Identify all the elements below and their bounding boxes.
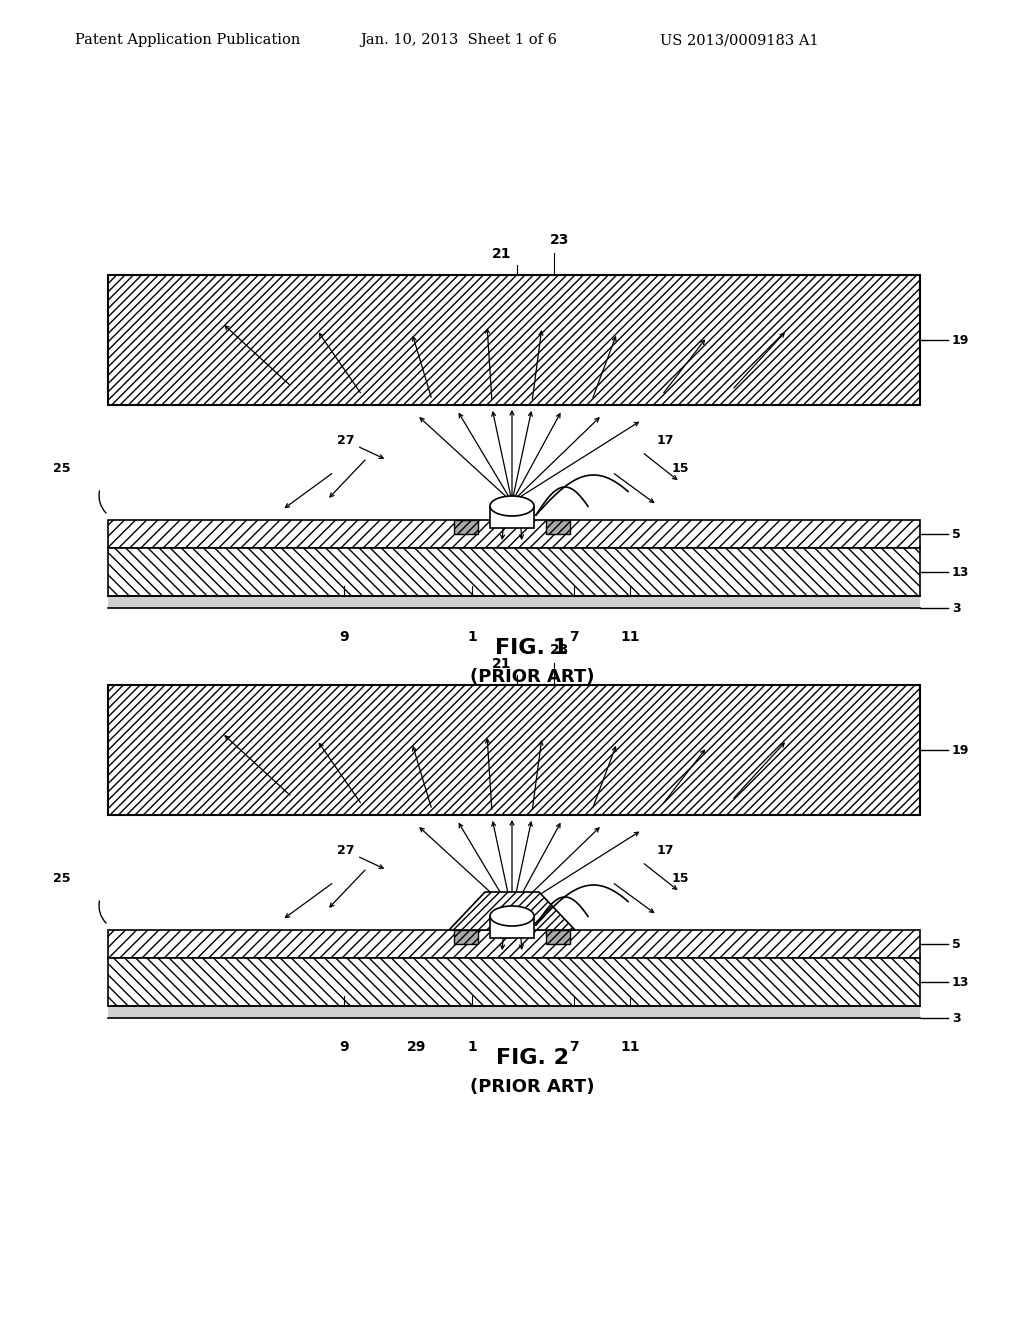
Text: 25: 25 (52, 871, 70, 884)
Text: 11: 11 (621, 1040, 640, 1053)
Bar (490, 506, 534, 528)
Text: 3: 3 (952, 602, 961, 615)
Bar (108, 520, 920, 548)
Bar (490, 916, 534, 939)
Text: (PRIOR ART): (PRIOR ART) (470, 1078, 594, 1096)
Bar (454, 931, 478, 944)
Ellipse shape (490, 496, 534, 516)
Text: 1: 1 (467, 1040, 477, 1053)
Bar (108, 931, 920, 958)
Text: 9: 9 (339, 630, 349, 644)
Text: Jan. 10, 2013  Sheet 1 of 6: Jan. 10, 2013 Sheet 1 of 6 (360, 33, 557, 48)
Text: 13: 13 (952, 565, 970, 578)
Text: 5: 5 (952, 528, 961, 540)
Polygon shape (449, 892, 575, 931)
Text: 13: 13 (952, 975, 970, 989)
Text: FIG. 1: FIG. 1 (496, 638, 568, 657)
Text: US 2013/0009183 A1: US 2013/0009183 A1 (660, 33, 818, 48)
Bar (546, 931, 570, 944)
Text: 15: 15 (672, 871, 689, 884)
Text: 23: 23 (550, 234, 569, 247)
Text: 7: 7 (569, 630, 579, 644)
Text: 17: 17 (657, 843, 675, 857)
Text: 17: 17 (657, 433, 675, 446)
Text: 23: 23 (550, 643, 569, 657)
Bar (108, 1006, 920, 1018)
Text: 25: 25 (52, 462, 70, 475)
Text: 19: 19 (952, 334, 970, 346)
Text: 21: 21 (493, 657, 512, 671)
Text: FIG. 2: FIG. 2 (496, 1048, 568, 1068)
Text: 27: 27 (337, 843, 354, 857)
Bar (454, 520, 478, 535)
Text: Patent Application Publication: Patent Application Publication (75, 33, 300, 48)
Bar (108, 958, 920, 1006)
Text: 21: 21 (493, 247, 512, 261)
Text: 5: 5 (952, 937, 961, 950)
Text: (PRIOR ART): (PRIOR ART) (470, 668, 594, 686)
Text: 27: 27 (337, 433, 354, 446)
Text: 29: 29 (408, 1040, 427, 1053)
Text: 19: 19 (952, 743, 970, 756)
Bar (108, 685, 920, 814)
Text: 1: 1 (467, 630, 477, 644)
Text: 7: 7 (569, 1040, 579, 1053)
Text: 15: 15 (672, 462, 689, 474)
Text: 11: 11 (621, 630, 640, 644)
Bar (546, 520, 570, 535)
Ellipse shape (490, 906, 534, 927)
Text: 9: 9 (339, 1040, 349, 1053)
Bar (108, 548, 920, 597)
Bar (108, 275, 920, 405)
Text: 3: 3 (952, 1011, 961, 1024)
Bar (108, 597, 920, 609)
